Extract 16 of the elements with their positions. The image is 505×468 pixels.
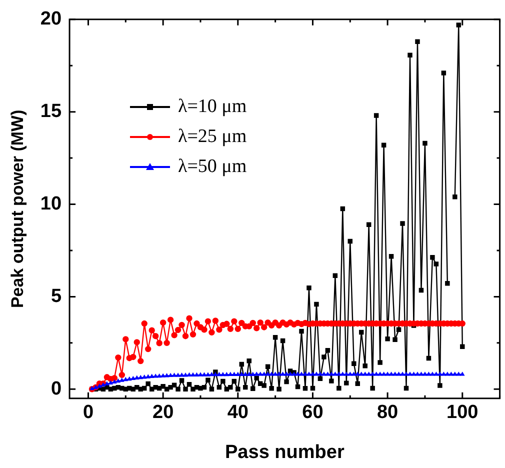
- legend-label: λ=10 μm: [178, 95, 247, 119]
- x-tick-label: 0: [82, 402, 94, 424]
- x-tick-label: 80: [376, 402, 398, 424]
- x-tick-label: 20: [152, 402, 174, 424]
- y-axis-title: Peak output power (MW): [8, 110, 27, 308]
- legend-label: λ=50 μm: [178, 155, 247, 179]
- y-tick-label: 20: [40, 8, 62, 30]
- x-tick-label: 40: [227, 402, 248, 424]
- y-tick-label: 5: [50, 286, 62, 307]
- x-tick-label: 100: [446, 402, 478, 424]
- x-tick-label: 60: [302, 402, 324, 424]
- y-tick-label: 10: [40, 194, 62, 215]
- y-tick-label: 0: [50, 378, 62, 400]
- x-axis-title: Pass number: [225, 442, 345, 463]
- legend-label: λ=25 μm: [178, 125, 247, 149]
- y-tick-label: 15: [40, 101, 62, 122]
